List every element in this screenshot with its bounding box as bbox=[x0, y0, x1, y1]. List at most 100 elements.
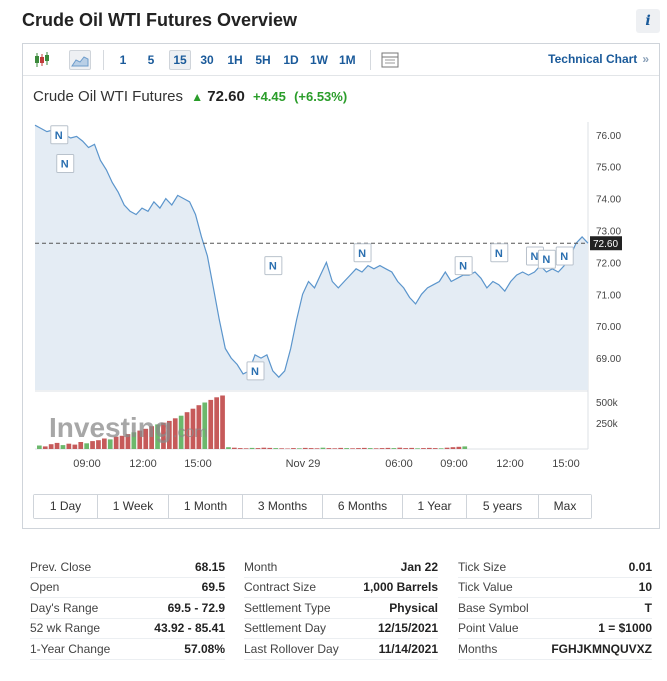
news-marker bbox=[490, 243, 509, 263]
price-change: +4.45 bbox=[252, 89, 286, 104]
news-marker bbox=[50, 125, 69, 145]
technical-chart-link[interactable]: Technical Chart » bbox=[548, 52, 649, 66]
volume-bar bbox=[214, 397, 219, 449]
x-tick-label: 12:00 bbox=[496, 458, 524, 470]
technical-chart-label: Technical Chart bbox=[548, 52, 638, 66]
stat-value: 43.92 - 85.41 bbox=[154, 621, 225, 636]
stat-value: 10 bbox=[638, 580, 652, 595]
price-change-percent: (+6.53%) bbox=[294, 89, 348, 104]
volume-bar bbox=[415, 448, 420, 449]
stat-label: Settlement Type bbox=[244, 600, 331, 615]
volume-bar bbox=[78, 442, 84, 449]
volume-bar bbox=[279, 448, 284, 449]
price-chart[interactable]: 76.00 75.00 74.00 73.00 72.00 71.00 70.00 69.00… bbox=[23, 44, 659, 484]
news-marker bbox=[264, 256, 283, 276]
volume-bar bbox=[137, 430, 143, 449]
volume-bar bbox=[190, 408, 196, 449]
stat-row: Open 69.5 bbox=[30, 578, 225, 598]
current-price-label: 72.60 bbox=[593, 239, 618, 250]
stat-row: Month Jan 22 bbox=[244, 557, 438, 578]
stat-value: 69.5 bbox=[201, 580, 225, 595]
volume-bar bbox=[320, 447, 326, 449]
stat-value: 11/14/2021 bbox=[378, 641, 438, 656]
news-marker bbox=[454, 256, 473, 276]
table-view-icon[interactable] bbox=[379, 50, 401, 70]
news-marker-label: N bbox=[531, 251, 539, 263]
range-5-years[interactable]: 5 years bbox=[467, 495, 539, 518]
news-marker-label: N bbox=[55, 130, 63, 142]
timeframe-1h[interactable]: 1H bbox=[227, 53, 243, 67]
stat-row: 52 wk Range 43.92 - 85.41 bbox=[30, 619, 225, 639]
volume-bar bbox=[367, 448, 373, 449]
range-6-months[interactable]: 6 Months bbox=[323, 495, 403, 518]
timeframe-1d[interactable]: 1D bbox=[283, 53, 299, 67]
news-marker-label: N bbox=[269, 261, 277, 273]
news-marker-label: N bbox=[251, 366, 259, 378]
instrument-name: Crude Oil WTI Futures bbox=[33, 88, 184, 105]
timeframe-1[interactable]: 1 bbox=[119, 53, 127, 67]
investing-watermark: Investing bbox=[49, 412, 172, 443]
timeframe-1w[interactable]: 1W bbox=[310, 53, 328, 67]
chart-toolbar: 1 5 15 30 1H 5H 1D 1W 1M Technical Chart… bbox=[23, 44, 659, 76]
stat-value: 69.5 - 72.9 bbox=[167, 600, 225, 615]
stat-label: Point Value bbox=[458, 621, 519, 636]
range-3-months[interactable]: 3 Months bbox=[243, 495, 323, 518]
timeframe-5h[interactable]: 5H bbox=[255, 53, 271, 67]
toolbar-divider bbox=[103, 50, 104, 70]
volume-bar bbox=[379, 448, 385, 449]
stat-value: Physical bbox=[389, 600, 438, 615]
volume-bar bbox=[302, 447, 308, 449]
volume-bar bbox=[167, 420, 172, 449]
x-tick-label: 15:00 bbox=[184, 458, 212, 470]
volume-bar bbox=[232, 447, 237, 449]
stat-label: Last Rollover Day bbox=[244, 641, 339, 656]
timeframe-30[interactable]: 30 bbox=[200, 53, 214, 67]
volume-bar bbox=[48, 444, 54, 449]
volume-bar bbox=[456, 446, 462, 449]
area-chart-icon[interactable] bbox=[69, 50, 91, 70]
x-tick-label: Nov 29 bbox=[286, 458, 321, 470]
volume-bar bbox=[409, 447, 414, 449]
volume-tick-label: 500k bbox=[596, 398, 619, 409]
volume-bar bbox=[332, 448, 338, 449]
range-1-week[interactable]: 1 Week bbox=[98, 495, 169, 518]
stat-row: 1-Year Change 57.08% bbox=[30, 639, 225, 660]
volume-bar bbox=[362, 447, 367, 449]
news-marker-label: N bbox=[459, 261, 467, 273]
volume-bar bbox=[444, 447, 450, 449]
stat-label: Tick Value bbox=[458, 580, 513, 595]
volume-bar bbox=[37, 445, 42, 449]
stat-value: 12/15/2021 bbox=[377, 621, 438, 636]
range-1-month[interactable]: 1 Month bbox=[169, 495, 243, 518]
volume-bar bbox=[226, 447, 231, 449]
timeframe-15[interactable]: 15 bbox=[169, 50, 191, 70]
stat-row: Point Value 1 = $1000 bbox=[458, 619, 652, 639]
volume-bar bbox=[60, 445, 66, 449]
news-marker bbox=[246, 361, 265, 381]
range-max[interactable]: Max bbox=[539, 495, 591, 518]
volume-bar bbox=[243, 448, 249, 449]
candlestick-icon[interactable] bbox=[31, 50, 53, 70]
stat-row: Settlement Type Physical bbox=[244, 598, 438, 619]
volume-bar bbox=[42, 446, 48, 449]
y-tick-label: 76.00 bbox=[596, 131, 621, 142]
x-tick-label: 15:00 bbox=[552, 458, 580, 470]
stat-label: Open bbox=[30, 580, 60, 595]
up-arrow-icon: ▲ bbox=[191, 90, 204, 104]
news-marker bbox=[353, 243, 372, 263]
range-1-year[interactable]: 1 Year bbox=[403, 495, 467, 518]
y-tick-label: 72.00 bbox=[596, 258, 621, 269]
timeframe-5[interactable]: 5 bbox=[147, 53, 155, 67]
volume-bar bbox=[178, 415, 184, 449]
stat-value: 0.01 bbox=[628, 559, 652, 574]
timeframe-1m[interactable]: 1M bbox=[339, 53, 356, 67]
volume-bar bbox=[285, 448, 290, 449]
stats-column-2: Month Jan 22 Contract Size 1,000 Barrels S… bbox=[244, 557, 438, 660]
range-1-day[interactable]: 1 Day bbox=[34, 495, 98, 518]
news-marker bbox=[537, 249, 556, 269]
info-button[interactable]: i bbox=[636, 9, 660, 33]
volume-bar bbox=[172, 418, 178, 449]
volume-bar bbox=[385, 447, 391, 449]
last-price: 72.60 bbox=[207, 88, 245, 105]
volume-bar bbox=[432, 448, 438, 449]
